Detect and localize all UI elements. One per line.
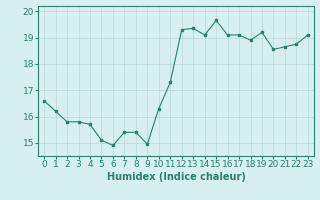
X-axis label: Humidex (Indice chaleur): Humidex (Indice chaleur)	[107, 172, 245, 182]
